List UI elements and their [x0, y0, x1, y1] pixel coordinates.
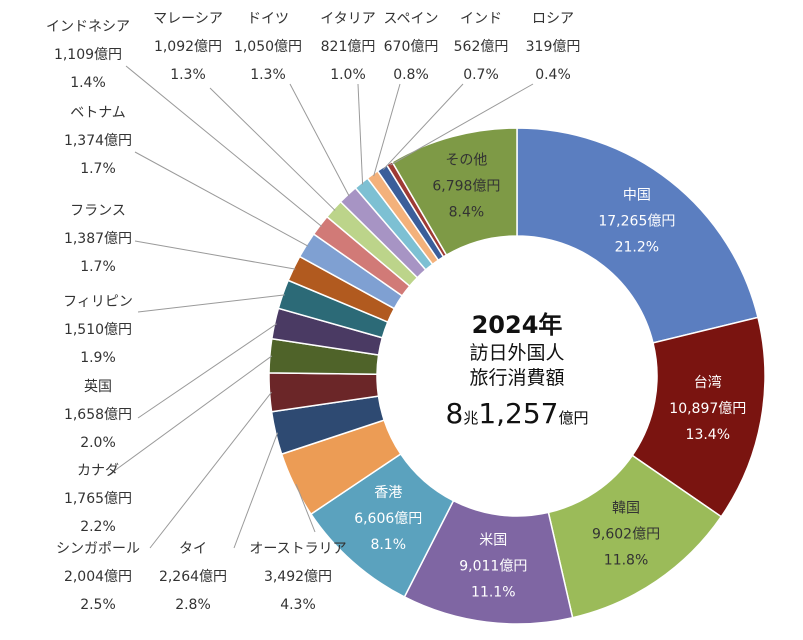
slice-label-2-line-2: 10,897億円: [669, 401, 746, 417]
center-total-b: 1,257: [478, 397, 558, 430]
slice-label-5-line-1: 香港: [374, 485, 402, 501]
slice-label-12-line-3: 1.7%: [80, 259, 116, 275]
leader-lines: [109, 65, 534, 549]
slice-label-7-line-2: 2,264億円: [159, 569, 227, 585]
slice-label-12-line-2: 1,387億円: [64, 231, 132, 247]
slice-label-4-line-2: 9,011億円: [459, 559, 527, 575]
slice-label-18-line-2: 670億円: [384, 39, 439, 55]
leader-line-14: [125, 65, 322, 227]
slice-label-2-line-1: 台湾: [694, 374, 722, 391]
slice-label-21-line-2: 6,798億円: [432, 179, 500, 195]
center-label: 2024年 訪日外国人 旅行消費額 8兆1,257億円: [445, 311, 588, 430]
slice-label-4-line-1: 米国: [479, 533, 507, 549]
slice-1: [516, 127, 759, 344]
slice-label-15-line-2: 1,092億円: [154, 39, 222, 55]
slice-label-16-line-2: 1,050億円: [234, 39, 302, 55]
slice-21: [391, 127, 518, 257]
slice-label-8-line-1: シンガポール: [56, 541, 140, 557]
slice-label-16-line-3: 1.3%: [250, 67, 286, 83]
slice-label-20-line-1: ロシア: [532, 11, 574, 27]
slice-label-14-line-2: 1,109億円: [54, 47, 122, 63]
center-title: 2024年: [472, 311, 563, 339]
slice-label-7-line-3: 2.8%: [175, 597, 211, 613]
slice-label-1-line-3: 21.2%: [615, 239, 659, 255]
slice-label-8-line-2: 2,004億円: [64, 569, 132, 585]
slice-label-19-line-1: インド: [460, 11, 502, 27]
slice-label-11-line-1: フィリピン: [63, 294, 133, 310]
slice-label-10-line-1: 英国: [84, 378, 112, 395]
leader-line-8: [149, 391, 272, 549]
slice-label-4-line-3: 11.1%: [471, 585, 515, 601]
slice-label-14-line-3: 1.4%: [70, 75, 106, 91]
slice-label-5-line-3: 8.1%: [370, 537, 406, 553]
leader-line-20: [390, 83, 534, 166]
slice-label-3-line-1: 韓国: [612, 500, 640, 516]
center-total: 8兆1,257億円: [445, 397, 588, 430]
center-total-a: 8: [445, 397, 463, 430]
slice-label-5-line-2: 6,606億円: [354, 511, 422, 527]
center-line2: 旅行消費額: [469, 367, 564, 389]
slice-label-9-line-1: カナダ: [77, 463, 119, 479]
slice-label-14-line-1: インドネシア: [46, 19, 130, 35]
slice-label-8-line-3: 2.5%: [80, 597, 116, 613]
slice-label-7-line-1: タイ: [179, 541, 207, 557]
leader-line-10: [137, 323, 277, 419]
slice-label-17-line-2: 821億円: [321, 39, 376, 55]
slice-label-19-line-2: 562億円: [454, 39, 509, 55]
slice-label-12-line-1: フランス: [70, 203, 126, 219]
donut-slices: [268, 127, 766, 625]
slice-label-17-line-1: イタリア: [320, 11, 375, 27]
leader-line-16: [289, 83, 350, 197]
slice-label-3-line-2: 9,602億円: [592, 526, 660, 542]
slice-label-11-line-3: 1.9%: [80, 350, 116, 366]
slice-label-6-line-3: 4.3%: [280, 597, 316, 613]
slice-label-10-line-3: 2.0%: [80, 435, 116, 451]
slice-label-2-line-3: 13.4%: [686, 427, 730, 443]
slice-label-17-line-3: 1.0%: [330, 67, 366, 83]
slice-label-6-line-2: 3,492億円: [264, 569, 332, 585]
slice-label-13-line-2: 1,374億円: [64, 133, 132, 149]
center-line1: 訪日外国人: [469, 342, 564, 364]
leader-line-6: [295, 484, 316, 533]
leader-line-15: [209, 87, 336, 211]
slice-label-15-line-3: 1.3%: [170, 67, 206, 83]
slice-label-1-line-2: 17,265億円: [598, 213, 675, 229]
slice-label-19-line-3: 0.7%: [463, 67, 499, 83]
slice-label-1-line-1: 中国: [623, 187, 651, 203]
slice-label-15-line-1: マレーシア: [153, 11, 223, 27]
leader-line-12: [134, 240, 296, 270]
slice-label-21-line-3: 8.4%: [449, 205, 485, 221]
slice-label-20-line-3: 0.4%: [535, 67, 571, 83]
leader-line-9: [109, 355, 273, 475]
slice-label-9-line-2: 1,765億円: [64, 491, 132, 507]
center-total-unit-a: 兆: [463, 409, 478, 427]
slice-labels: 中国 17,265億円 21.2% 台湾 10,897億円 13.4% 韓国 9,602億円 1…: [46, 11, 746, 613]
leader-line-18: [373, 83, 401, 177]
slice-label-6-line-1: オーストラリア: [249, 541, 346, 557]
slice-label-18-line-3: 0.8%: [393, 67, 429, 83]
leader-line-13: [134, 151, 309, 247]
leader-line-7: [233, 432, 279, 549]
slice-label-3-line-3: 11.8%: [604, 552, 648, 568]
slice-label-10-line-2: 1,658億円: [64, 407, 132, 423]
slice-label-13-line-3: 1.7%: [80, 161, 116, 177]
center-total-unit-b: 億円: [559, 409, 589, 427]
slice-label-21-line-1: その他: [445, 153, 487, 169]
slice-label-18-line-1: スペイン: [383, 11, 438, 27]
leader-line-19: [382, 83, 464, 170]
leader-line-11: [137, 294, 285, 313]
slice-label-20-line-2: 319億円: [526, 39, 581, 55]
slice-label-11-line-2: 1,510億円: [64, 322, 132, 338]
slice-label-16-line-1: ドイツ: [247, 11, 289, 27]
leader-line-17: [357, 83, 364, 185]
slice-label-13-line-1: ベトナム: [70, 105, 126, 121]
slice-label-9-line-3: 2.2%: [80, 519, 116, 535]
